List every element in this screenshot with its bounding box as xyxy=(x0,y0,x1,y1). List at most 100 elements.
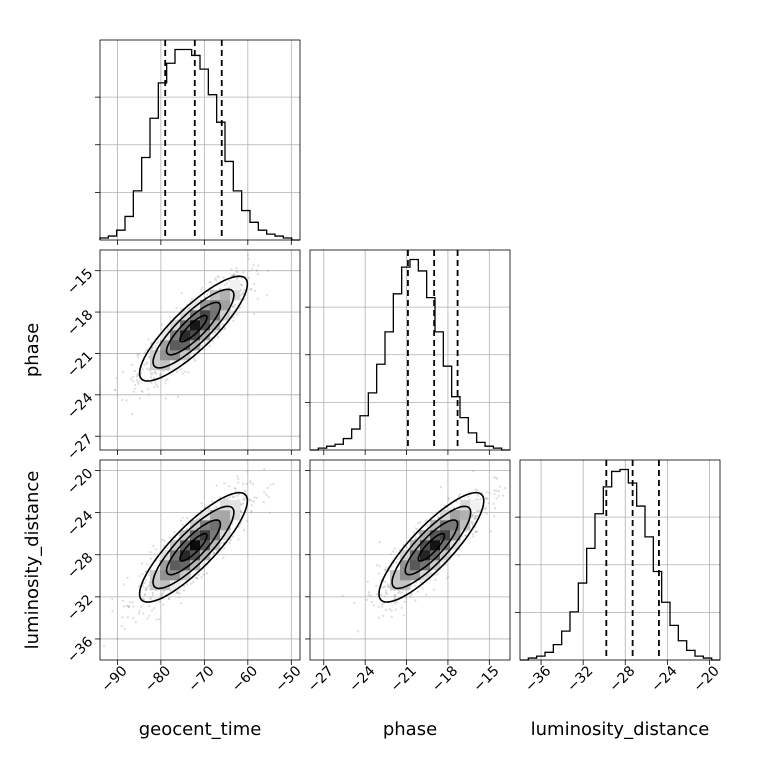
density-cell xyxy=(160,570,171,581)
sample-point xyxy=(121,398,124,402)
sample-point xyxy=(126,576,129,580)
sample-point xyxy=(240,283,243,286)
sample-point xyxy=(122,583,125,586)
sample-point xyxy=(180,368,183,371)
density-cell xyxy=(460,500,471,511)
sample-point xyxy=(236,475,239,478)
y-tick-label: −20 xyxy=(64,466,96,498)
density-cell xyxy=(200,300,211,311)
sample-point xyxy=(474,488,477,491)
sample-point xyxy=(493,492,496,496)
sample-point xyxy=(137,612,141,615)
sample-point xyxy=(432,588,435,591)
sample-point xyxy=(160,323,163,326)
sample-point xyxy=(127,605,130,608)
panel-background xyxy=(100,40,300,240)
density-cell xyxy=(150,580,161,591)
sample-point xyxy=(148,604,151,608)
sample-point xyxy=(267,496,270,499)
sample-point xyxy=(385,566,388,569)
contour-level xyxy=(179,532,208,562)
sample-point xyxy=(132,380,135,383)
density-cell xyxy=(420,560,431,571)
sample-point xyxy=(495,497,498,500)
sample-point xyxy=(253,312,256,315)
sample-point xyxy=(242,290,245,294)
sample-point xyxy=(418,531,421,534)
sample-point xyxy=(157,340,160,343)
sample-point xyxy=(206,572,209,575)
sample-point xyxy=(485,491,488,494)
sample-point xyxy=(138,397,141,400)
density-cell xyxy=(230,280,241,291)
sample-point xyxy=(241,292,245,295)
sample-point xyxy=(501,494,505,497)
sample-point xyxy=(141,390,144,393)
sample-point xyxy=(209,281,212,284)
sample-point xyxy=(471,516,474,519)
sample-point xyxy=(147,338,150,341)
sample-point xyxy=(384,591,387,594)
sample-point xyxy=(425,519,428,522)
sample-point xyxy=(471,533,474,536)
sample-point xyxy=(237,477,240,480)
sample-point xyxy=(143,581,146,585)
x-tick-label: −24 xyxy=(346,663,378,695)
sample-point xyxy=(472,513,475,517)
sample-point xyxy=(236,313,239,316)
sample-point xyxy=(228,485,231,488)
sample-point xyxy=(357,630,360,633)
sample-point xyxy=(143,593,146,596)
sample-point xyxy=(418,521,421,524)
sample-point xyxy=(182,589,185,592)
sample-point xyxy=(158,600,161,604)
x-tick-label: −15 xyxy=(470,663,502,695)
density-cell xyxy=(190,310,201,321)
density-cell xyxy=(210,300,221,311)
sample-point xyxy=(384,580,387,583)
sample-point xyxy=(394,594,397,597)
density-cell xyxy=(180,320,191,331)
density-cell xyxy=(200,330,211,341)
density-cell xyxy=(410,570,421,581)
sample-point xyxy=(475,530,478,533)
sample-point xyxy=(416,527,419,530)
sample-point xyxy=(149,376,152,379)
sample-point xyxy=(149,342,152,345)
sample-point xyxy=(136,356,139,359)
sample-point xyxy=(250,504,253,507)
density-cell xyxy=(430,550,441,561)
density-cell xyxy=(450,520,461,531)
sample-point xyxy=(395,561,398,564)
sample-point xyxy=(220,541,223,545)
sample-point xyxy=(145,361,148,364)
sample-point xyxy=(180,308,183,311)
sample-point xyxy=(471,514,474,517)
sample-point xyxy=(249,480,252,483)
sample-point xyxy=(488,491,491,494)
sample-point xyxy=(375,564,379,567)
sample-point xyxy=(162,603,165,606)
panel-content xyxy=(100,250,300,450)
sample-point xyxy=(476,489,479,492)
sample-point xyxy=(141,597,144,600)
sample-point xyxy=(149,551,152,554)
sample-point xyxy=(484,507,487,510)
sample-point xyxy=(111,610,114,613)
density-cell xyxy=(430,530,441,541)
sample-point xyxy=(146,367,149,370)
density-cell xyxy=(200,540,211,551)
sample-point xyxy=(479,498,482,501)
sample-point xyxy=(405,596,408,600)
sample-point xyxy=(382,602,385,605)
sample-point xyxy=(208,281,211,284)
sample-point xyxy=(146,563,149,566)
density-cell xyxy=(170,350,181,361)
sample-point xyxy=(180,602,183,605)
sample-point xyxy=(181,516,184,519)
sample-point xyxy=(148,614,151,618)
sample-point xyxy=(447,575,450,578)
sample-point xyxy=(163,544,166,547)
sample-point xyxy=(399,592,402,595)
sample-point xyxy=(256,273,259,276)
